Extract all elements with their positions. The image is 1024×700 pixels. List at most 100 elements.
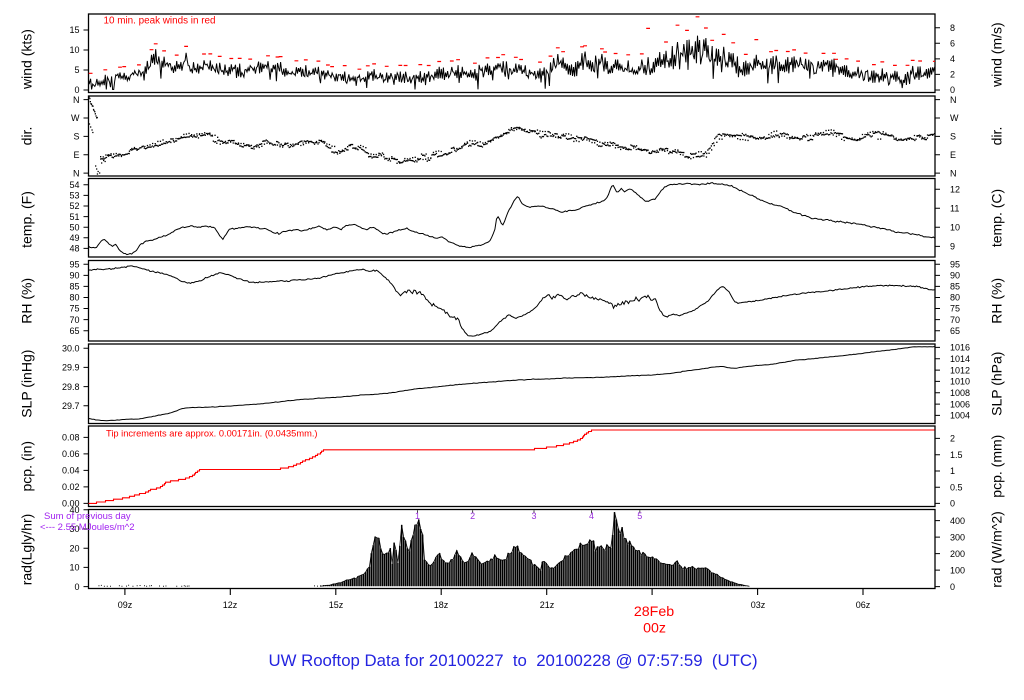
svg-text:12z: 12z	[223, 600, 238, 610]
svg-text:48: 48	[69, 244, 79, 254]
svg-text:0.08: 0.08	[62, 433, 80, 443]
svg-text:29.7: 29.7	[62, 401, 80, 411]
svg-text:0.04: 0.04	[62, 466, 80, 476]
svg-text:11: 11	[950, 204, 959, 214]
svg-text:RH (%): RH (%)	[19, 278, 35, 324]
svg-text:S: S	[73, 132, 79, 142]
svg-text:20: 20	[69, 543, 79, 553]
svg-text:1004: 1004	[950, 411, 970, 421]
svg-text:70: 70	[69, 315, 79, 325]
svg-text:temp. (C): temp. (C)	[989, 189, 1005, 247]
svg-text:9: 9	[950, 242, 955, 252]
svg-text:80: 80	[950, 293, 960, 303]
svg-text:30: 30	[69, 524, 79, 534]
svg-text:03z: 03z	[751, 600, 766, 610]
svg-text:1012: 1012	[950, 365, 970, 375]
svg-text:dir.: dir.	[19, 127, 35, 146]
svg-text:6: 6	[950, 39, 955, 49]
svg-text:40: 40	[69, 505, 79, 515]
svg-text:1014: 1014	[950, 354, 970, 364]
svg-text:0.5: 0.5	[950, 482, 963, 492]
svg-text:15z: 15z	[329, 600, 344, 610]
svg-text:90: 90	[69, 271, 79, 281]
svg-text:400: 400	[950, 516, 965, 526]
svg-text:2: 2	[950, 70, 955, 80]
svg-text:wind (kts): wind (kts)	[19, 29, 35, 90]
svg-text:10 min. peak winds in red: 10 min. peak winds in red	[104, 16, 216, 27]
svg-text:dir.: dir.	[989, 127, 1005, 146]
svg-text:1: 1	[950, 466, 955, 476]
svg-text:10: 10	[69, 45, 79, 55]
svg-text:54: 54	[69, 180, 79, 190]
svg-text:21z: 21z	[540, 600, 555, 610]
svg-text:1.5: 1.5	[950, 450, 963, 460]
svg-text:300: 300	[950, 532, 965, 542]
svg-text:W: W	[950, 113, 959, 123]
svg-text:200: 200	[950, 549, 965, 559]
svg-text:0.06: 0.06	[62, 449, 80, 459]
svg-text:4: 4	[950, 54, 955, 64]
svg-text:5: 5	[637, 511, 642, 521]
svg-text:SLP (inHg): SLP (inHg)	[19, 350, 35, 418]
svg-text:100: 100	[950, 565, 965, 575]
svg-text:95: 95	[950, 260, 960, 270]
svg-text:52: 52	[69, 201, 79, 211]
svg-text:15: 15	[69, 25, 79, 35]
svg-text:75: 75	[950, 304, 960, 314]
svg-text:85: 85	[69, 282, 79, 292]
svg-text:SLP (hPa): SLP (hPa)	[989, 352, 1005, 416]
svg-text:28Feb: 28Feb	[634, 604, 674, 620]
svg-text:4: 4	[589, 511, 594, 521]
svg-text:S: S	[950, 132, 956, 142]
svg-text:18z: 18z	[434, 600, 449, 610]
svg-text:53: 53	[69, 191, 79, 201]
svg-text:Tip increments are approx. 0.0: Tip increments are approx. 0.00171in. (0…	[106, 429, 318, 439]
svg-text:00z: 00z	[643, 621, 666, 637]
svg-text:0: 0	[950, 582, 955, 592]
svg-text:0: 0	[74, 85, 79, 95]
svg-text:65: 65	[69, 326, 79, 336]
svg-text:3: 3	[531, 511, 536, 521]
svg-text:pcp. (in): pcp. (in)	[19, 441, 35, 492]
svg-text:10: 10	[69, 563, 79, 573]
svg-text:W: W	[71, 113, 80, 123]
svg-text:09z: 09z	[118, 600, 133, 610]
svg-text:0: 0	[950, 499, 955, 509]
svg-text:<--- 2.55 MJoules/m^2: <--- 2.55 MJoules/m^2	[40, 522, 134, 533]
svg-text:10: 10	[950, 223, 960, 233]
svg-text:temp. (F): temp. (F)	[19, 191, 35, 248]
svg-text:49: 49	[69, 233, 79, 243]
svg-text:2: 2	[470, 511, 475, 521]
svg-text:RH (%): RH (%)	[989, 278, 1005, 324]
svg-text:1016: 1016	[950, 343, 970, 353]
svg-text:50: 50	[69, 222, 79, 232]
svg-text:N: N	[73, 168, 80, 178]
svg-text:N: N	[73, 95, 80, 105]
svg-text:rad(Lgly/hr): rad(Lgly/hr)	[19, 514, 35, 586]
svg-text:E: E	[950, 150, 956, 160]
svg-text:80: 80	[69, 293, 79, 303]
svg-text:Sum of previous day: Sum of previous day	[44, 511, 131, 522]
svg-text:UW Rooftop Data for 20100227: UW Rooftop Data for 20100227 to 20100228…	[268, 651, 757, 670]
svg-text:06z: 06z	[856, 600, 871, 610]
svg-text:85: 85	[950, 282, 960, 292]
svg-text:0.00: 0.00	[62, 499, 80, 509]
svg-text:75: 75	[69, 304, 79, 314]
svg-text:51: 51	[69, 212, 79, 222]
svg-text:90: 90	[950, 271, 960, 281]
svg-text:1010: 1010	[950, 377, 970, 387]
svg-text:95: 95	[69, 260, 79, 270]
svg-text:29.9: 29.9	[62, 363, 80, 373]
svg-text:29.8: 29.8	[62, 382, 80, 392]
svg-text:65: 65	[950, 326, 960, 336]
svg-text:8: 8	[950, 23, 955, 33]
svg-text:rad (W/m^2): rad (W/m^2)	[989, 511, 1005, 588]
svg-text:30.0: 30.0	[62, 343, 80, 353]
svg-text:1: 1	[415, 511, 420, 521]
svg-text:2: 2	[950, 434, 955, 444]
svg-text:wind (m/s): wind (m/s)	[989, 22, 1005, 88]
svg-text:N: N	[950, 95, 957, 105]
svg-text:E: E	[73, 150, 79, 160]
svg-text:pcp. (mm): pcp. (mm)	[989, 435, 1005, 498]
svg-text:0: 0	[74, 582, 79, 592]
